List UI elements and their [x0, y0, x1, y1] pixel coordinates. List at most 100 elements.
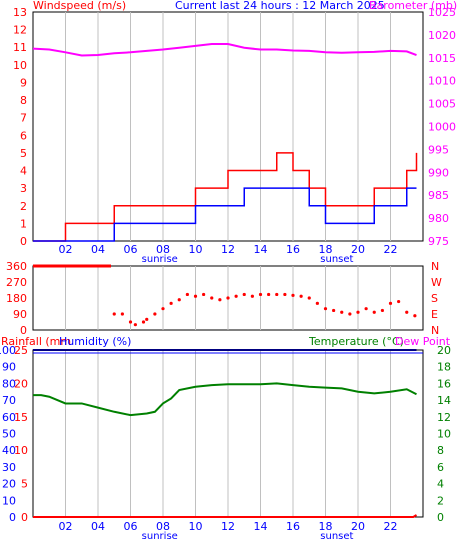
- direction-tick-label: 0: [20, 324, 27, 337]
- compass-label: W: [431, 276, 442, 289]
- direction-point: [161, 307, 165, 311]
- windspeed-tick-label: 9: [20, 76, 27, 89]
- barometer-tick-label: 1015: [428, 52, 456, 65]
- temperature-tick-label: 4: [437, 478, 444, 491]
- direction-point: [153, 312, 157, 316]
- direction-point: [258, 292, 263, 297]
- windspeed-tick-label: 12: [13, 24, 27, 37]
- direction-point: [388, 301, 393, 305]
- barometer-tick-label: 1005: [428, 98, 456, 111]
- windspeed-tick-label: 11: [13, 41, 27, 54]
- barometer-tick-label: 1025: [428, 6, 456, 19]
- bottom-sunset-label: sunset: [320, 531, 353, 542]
- direction-point: [291, 293, 295, 297]
- bottom-hour-label: 06: [124, 520, 138, 533]
- top-sunrise-label: sunrise: [142, 254, 178, 265]
- barometer-tick-label: 1000: [428, 121, 456, 134]
- direction-point: [356, 310, 360, 314]
- humidity-tick-label: 0: [9, 511, 16, 524]
- top-hour-label: 08: [156, 243, 170, 256]
- rainfall-axis-title: Rainfall (mm: [1, 335, 71, 348]
- humidity-tick-label: 60: [2, 411, 16, 424]
- direction-point: [234, 294, 238, 298]
- top-hour-label: 18: [319, 243, 333, 256]
- gust-line: [33, 152, 418, 242]
- top-hour-label: 04: [91, 243, 105, 256]
- direction-point: [348, 312, 352, 316]
- windspeed-axis-title: Windspeed (m/s): [33, 0, 126, 12]
- windspeed-tick-label: 6: [20, 129, 27, 142]
- direction-point: [145, 317, 149, 321]
- direction-point: [372, 310, 376, 314]
- top-hour-label: 12: [221, 243, 235, 256]
- humidity-tick-label: 30: [2, 461, 16, 474]
- bottom-hour-label: 02: [59, 520, 73, 533]
- compass-label: N: [431, 324, 439, 337]
- temperature-axis-title: Temperature (°C): [308, 335, 404, 348]
- rainfall-tick-label: 0: [21, 511, 28, 524]
- temperature-tick-label: 10: [437, 428, 451, 441]
- humidity-tick-label: 10: [2, 494, 16, 507]
- humidity-tick-label: 40: [2, 444, 16, 457]
- direction-point: [283, 292, 287, 297]
- direction-point: [120, 312, 124, 316]
- temperature-tick-label: 12: [437, 411, 451, 424]
- humidity-tick-label: 20: [2, 478, 16, 491]
- direction-point: [405, 310, 409, 314]
- direction-point: [141, 320, 146, 324]
- direction-tick-label: 270: [6, 276, 27, 289]
- direction-point: [193, 294, 198, 298]
- direction-point: [323, 307, 328, 311]
- windspeed-tick-label: 5: [20, 147, 27, 160]
- temperature-tick-label: 16: [437, 377, 451, 390]
- bottom-hour-label: 18: [319, 520, 333, 533]
- humidity-tick-label: 70: [2, 394, 16, 407]
- direction-point: [128, 320, 133, 324]
- windspeed-tick-label: 10: [13, 59, 27, 72]
- direction-point: [250, 294, 254, 298]
- top-hour-label: 06: [124, 243, 138, 256]
- compass-label: S: [431, 292, 438, 305]
- average-wind-line: [33, 187, 417, 242]
- compass-label: E: [431, 308, 438, 321]
- temperature-tick-label: 6: [437, 461, 444, 474]
- chart-panels: 0123456789101112139759809859909951000100…: [0, 6, 456, 542]
- direction-point: [340, 310, 344, 314]
- direction-point: [112, 312, 116, 316]
- bottom-hour-label: 10: [189, 520, 203, 533]
- humidity-tick-label: 50: [2, 428, 16, 441]
- temperature-line: [33, 382, 417, 417]
- dewpoint-axis-title: Dew Point: [395, 335, 451, 348]
- chart-title: Current last 24 hours : 12 March 2025: [175, 0, 385, 12]
- barometer-line: [32, 43, 417, 57]
- bottom-hour-label: 22: [384, 520, 398, 533]
- windspeed-tick-label: 8: [20, 94, 27, 107]
- direction-point: [275, 292, 279, 297]
- top-hour-label: 22: [384, 243, 398, 256]
- top-hour-label: 20: [351, 243, 365, 256]
- bottom-hour-label: 08: [156, 520, 170, 533]
- direction-point: [133, 323, 137, 327]
- bottom-hour-label: 14: [254, 520, 268, 533]
- direction-point: [413, 314, 417, 318]
- direction-point: [315, 301, 319, 305]
- temperature-tick-label: 0: [437, 511, 444, 524]
- windspeed-tick-label: 3: [20, 182, 27, 195]
- rainfall-line: [33, 514, 418, 518]
- direction-point: [380, 308, 384, 313]
- windspeed-tick-label: 7: [20, 112, 27, 125]
- direction-tick-label: 360: [6, 260, 27, 273]
- humidity-tick-label: 100: [0, 344, 16, 357]
- windspeed-tick-label: 4: [20, 165, 27, 178]
- compass-label: N: [431, 260, 439, 273]
- top-hour-label: 14: [254, 243, 268, 256]
- temperature-tick-label: 8: [437, 444, 444, 457]
- bottom-hour-label: 12: [221, 520, 235, 533]
- top-hour-label: 16: [286, 243, 300, 256]
- rainfall-tick-label: 25: [14, 344, 28, 357]
- barometer-axis-title: Barometer (mb): [369, 0, 457, 12]
- top-hour-label: 10: [189, 243, 203, 256]
- direction-tick-label: 90: [13, 308, 27, 321]
